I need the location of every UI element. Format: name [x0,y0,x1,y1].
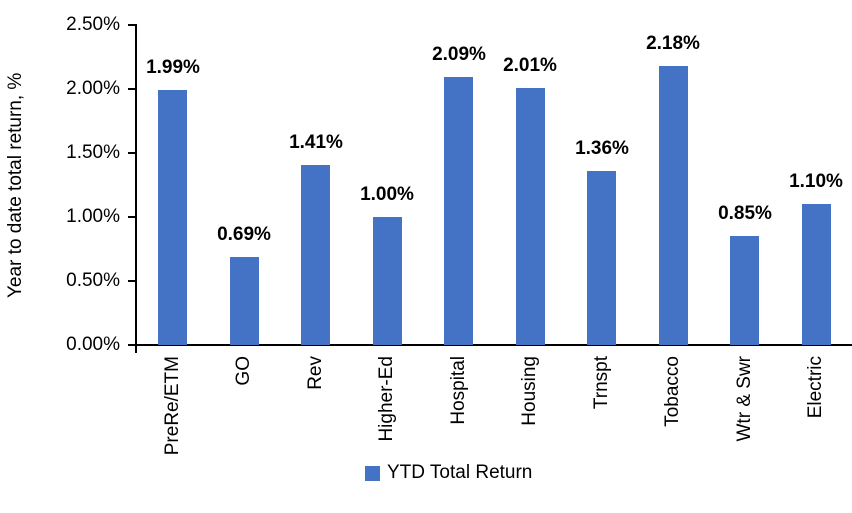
category-label: Trnspt [591,356,612,410]
y-tick-mark [128,24,136,26]
legend-swatch-icon [365,465,380,481]
y-axis-title: Year to date total return, % [5,72,26,298]
y-tick-mark [128,344,136,346]
bar-value-label: 2.18% [646,33,700,54]
bar [373,217,402,345]
y-tick-mark [128,216,136,218]
bar [587,171,616,345]
y-tick-mark [128,88,136,90]
bar-value-label: 1.99% [146,57,200,78]
y-tick-mark [128,280,136,282]
category-label: PreRe/ETM [162,356,183,456]
bar-value-label: 1.36% [575,138,629,159]
category-label: Wtr & Swr [734,356,755,442]
legend-label: YTD Total Return [387,462,533,483]
bar-value-label: 1.41% [289,132,343,153]
bar [802,204,831,345]
category-label: Rev [305,356,326,390]
category-label: Higher-Ed [376,356,397,442]
y-tick-label: 2.00% [66,78,120,99]
bar-value-label: 1.10% [789,171,843,192]
bar-value-label: 1.00% [360,184,414,205]
legend: YTD Total Return [365,461,532,485]
bar [730,236,759,345]
bar [230,257,259,345]
y-tick-label: 2.50% [66,14,120,35]
bar [444,77,473,345]
bar-value-label: 2.01% [503,55,557,76]
category-label: Housing [519,356,540,426]
bar-value-label: 2.09% [432,44,486,65]
y-axis-line [135,24,137,353]
y-tick-label: 1.00% [66,206,120,227]
category-label: Tobacco [662,356,683,427]
y-tick-label: 0.50% [66,270,120,291]
bar [516,88,545,345]
x-axis-line [135,344,852,346]
y-tick-label: 1.50% [66,142,120,163]
category-label: Hospital [448,356,469,425]
bar [158,90,187,345]
category-label: Electric [805,356,826,419]
bar-value-label: 0.85% [718,203,772,224]
bar-value-label: 0.69% [217,224,271,245]
y-tick-mark [128,152,136,154]
y-tick-label: 0.00% [66,334,120,355]
bar [301,165,330,345]
category-label: GO [233,356,254,386]
bar [659,66,688,345]
